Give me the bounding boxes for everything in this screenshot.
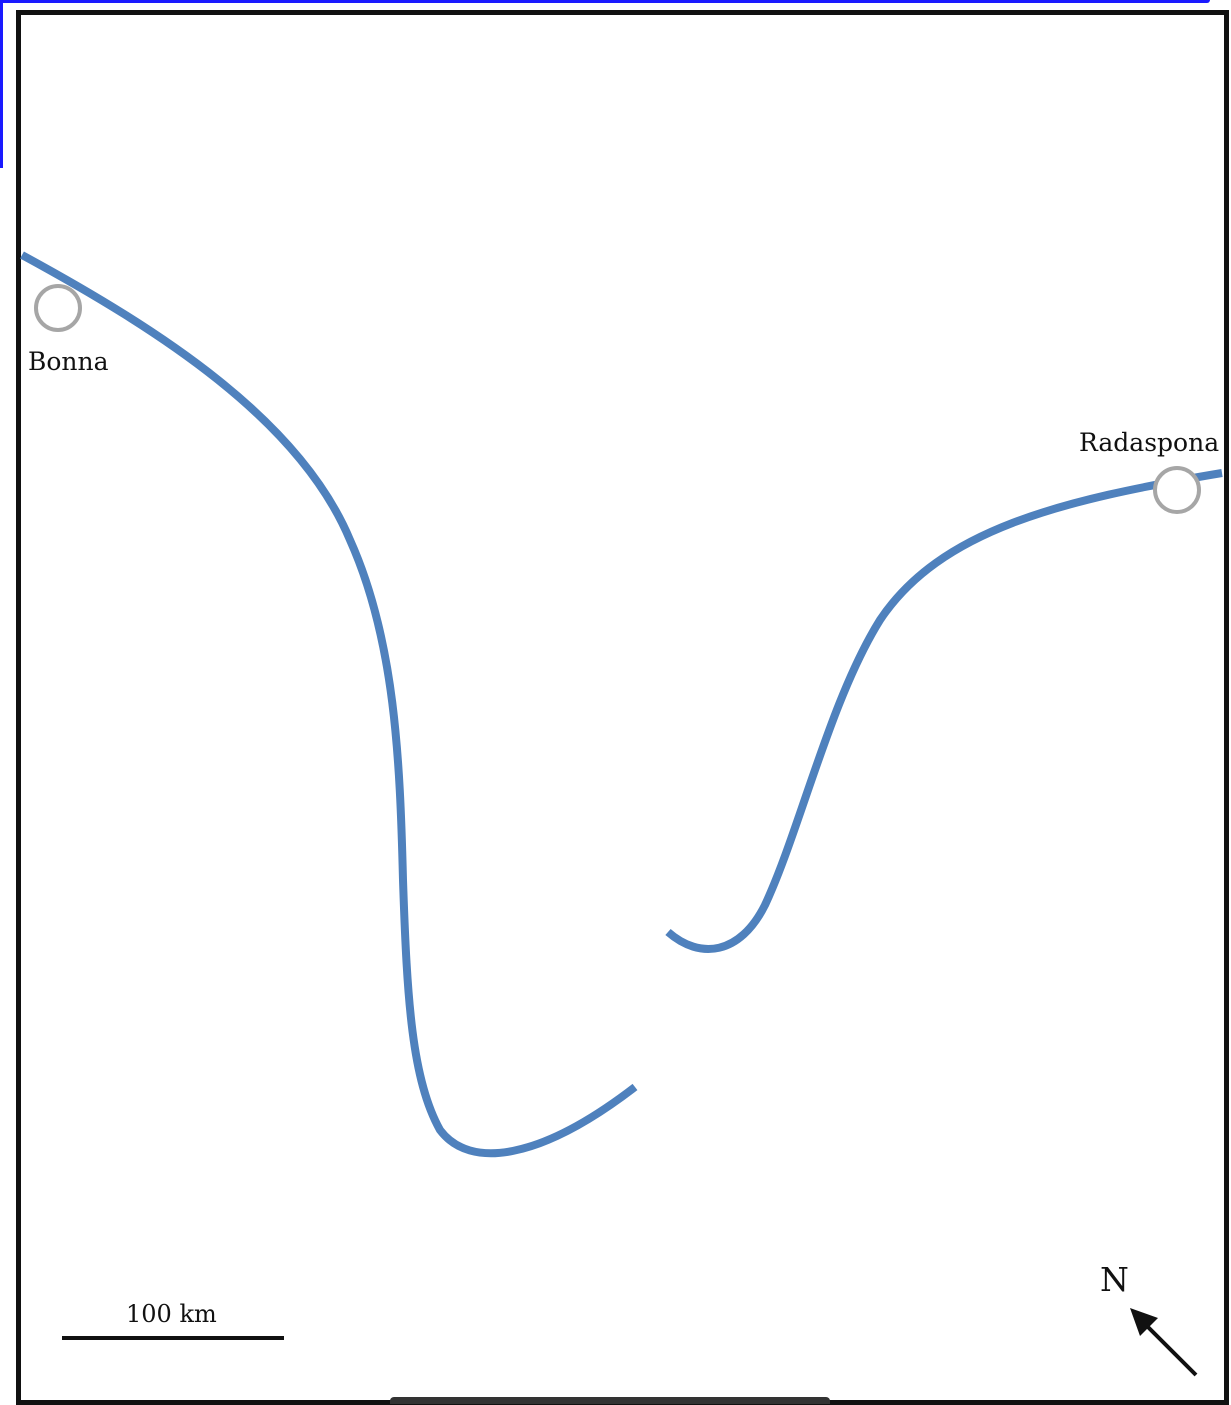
city-label-radaspona: Radaspona xyxy=(1079,428,1220,457)
city-marker-bonna[interactable] xyxy=(34,284,82,332)
scale-bar-label: 100 km xyxy=(126,1300,217,1328)
north-arrow-icon xyxy=(1130,1308,1198,1377)
north-label: N xyxy=(1100,1260,1129,1299)
city-label-bonna: Bonna xyxy=(28,347,109,376)
river-west-segment xyxy=(20,251,638,1158)
city-marker-radaspona[interactable] xyxy=(1153,466,1201,514)
river-east-segment xyxy=(665,469,1223,953)
bottom-edge-shadow xyxy=(390,1397,830,1404)
map-frame xyxy=(16,10,1229,1405)
blue-top-edge xyxy=(0,0,1210,3)
blue-left-edge xyxy=(0,0,3,168)
